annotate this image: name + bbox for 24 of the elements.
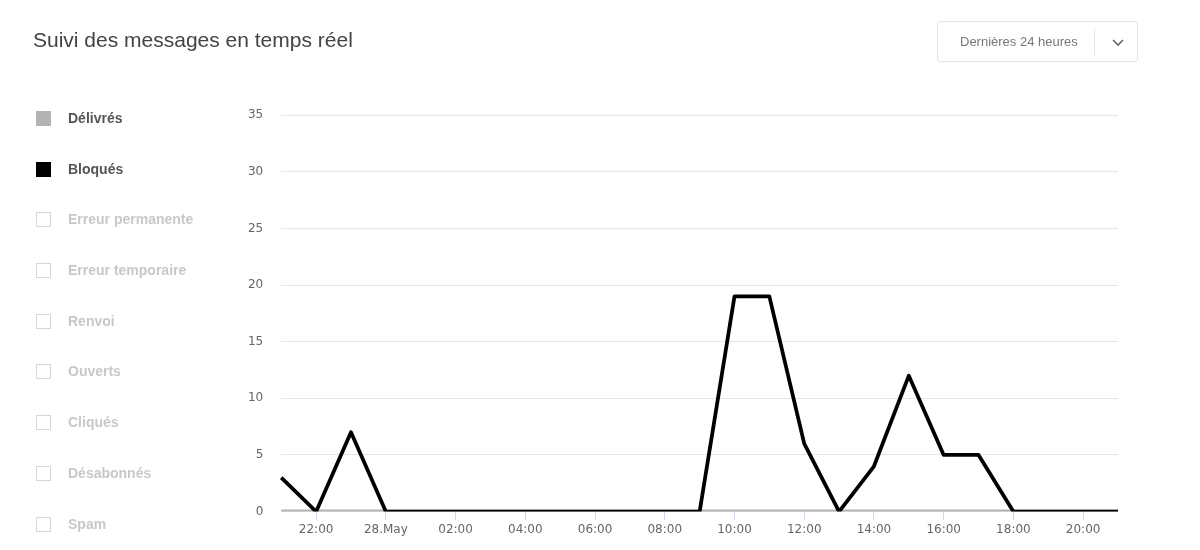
legend-label: Bloqués [68,160,124,177]
y-tick-label: 35 [247,107,264,122]
x-tick-label: 08:00 [647,521,683,536]
y-tick-label: 25 [247,220,264,235]
x-tick-label: 14:00 [856,521,892,536]
y-tick-label: 10 [247,390,264,405]
x-tick-label: 10:00 [717,521,752,536]
x-tick-label: 20:00 [1065,521,1101,536]
x-tick-label: 16:00 [926,521,961,536]
chart-title: Suivi des messages en temps réel [33,28,353,52]
x-tick-label: 04:00 [508,521,543,536]
x-tick-label: 22:00 [298,521,334,536]
x-tick-label: 02:00 [438,521,473,536]
x-tick-label: 12:00 [786,521,822,536]
legend-label: Délivrés [68,110,123,126]
y-tick-label: 0 [255,503,264,518]
x-tick-label: 06:00 [577,521,613,536]
y-tick-label: 20 [247,277,264,292]
x-tick-label: 18:00 [996,521,1031,536]
x-tick-label: 28.May [363,521,408,536]
text: Dernières 24 heures [960,34,1078,49]
y-tick-label: 15 [247,333,264,348]
y-tick-label: 30 [247,163,264,178]
y-tick-label: 5 [255,447,264,462]
